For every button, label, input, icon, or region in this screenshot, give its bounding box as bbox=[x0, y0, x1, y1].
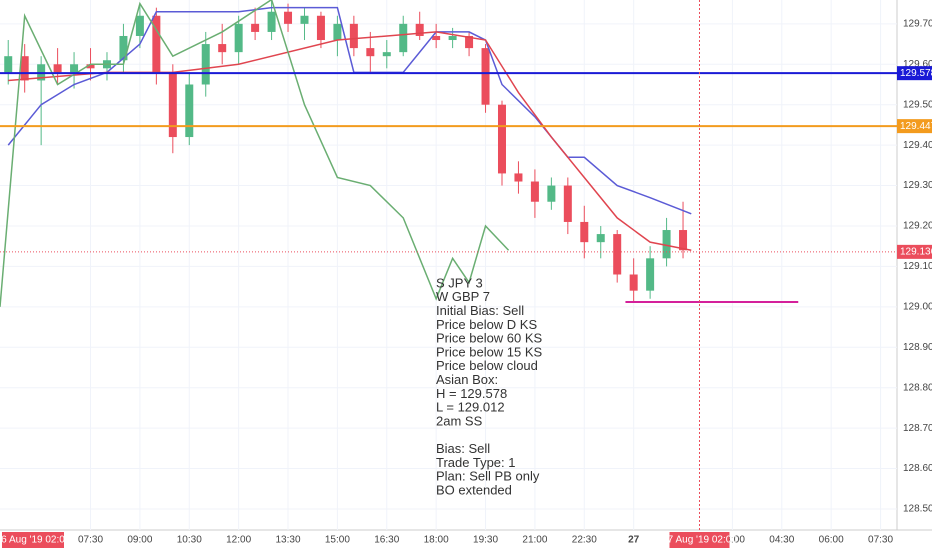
candle-body bbox=[185, 84, 194, 138]
candle-body bbox=[613, 234, 622, 275]
candle-body bbox=[70, 64, 79, 73]
y-tick-label: 128.900 bbox=[903, 342, 932, 353]
candle-body bbox=[382, 52, 391, 57]
x-tick-label: 19:30 bbox=[473, 535, 498, 546]
annotation-line: Price below 60 KS bbox=[436, 331, 543, 346]
candle-body bbox=[349, 23, 358, 49]
annotation-line: BO extended bbox=[436, 482, 512, 497]
level-label: 129.578 bbox=[900, 68, 932, 79]
candle-body bbox=[514, 173, 523, 182]
x-tick-label: 04:30 bbox=[769, 535, 794, 546]
start-tag bbox=[2, 532, 64, 548]
candle-body bbox=[629, 274, 638, 291]
annotation-line: Plan: Sell PB only bbox=[436, 469, 540, 484]
candle-body bbox=[448, 35, 457, 41]
candle-body bbox=[119, 35, 128, 61]
x-tick-label: 15:00 bbox=[325, 535, 350, 546]
x-tick-label: 10:30 bbox=[177, 535, 202, 546]
level-label: 129.447 bbox=[900, 121, 932, 132]
candle-body bbox=[316, 15, 325, 41]
candle-body bbox=[547, 185, 556, 202]
crosshair-label: 27 Aug '19 02:00 bbox=[662, 535, 737, 546]
y-tick-label: 129.500 bbox=[903, 99, 932, 110]
candle-body bbox=[481, 48, 490, 105]
y-tick-label: 128.600 bbox=[903, 463, 932, 474]
y-tick-label: 129.100 bbox=[903, 261, 932, 272]
x-tick-label: 03:00 bbox=[720, 535, 745, 546]
x-tick-label: 07:30 bbox=[868, 535, 893, 546]
level-label: 129.136 bbox=[900, 247, 932, 258]
y-tick-label: 129.400 bbox=[903, 140, 932, 151]
candle-body bbox=[333, 23, 342, 41]
candle-body bbox=[300, 15, 309, 24]
candle-body bbox=[646, 258, 655, 291]
candle-body bbox=[432, 35, 441, 41]
y-tick-label: 129.600 bbox=[903, 59, 932, 70]
candle-body bbox=[152, 15, 161, 73]
annotation-line: 2am SS bbox=[436, 413, 483, 428]
candle-body bbox=[53, 64, 62, 73]
candle-body bbox=[679, 230, 688, 251]
y-tick-label: 129.300 bbox=[903, 180, 932, 191]
x-tick-label: 22:30 bbox=[572, 535, 597, 546]
indicator-line bbox=[0, 0, 510, 307]
annotation-line: Price below cloud bbox=[436, 358, 538, 373]
annotation-line: Bias: Sell bbox=[436, 441, 490, 456]
y-tick-label: 128.700 bbox=[903, 423, 932, 434]
candle-body bbox=[201, 44, 210, 85]
annotation-line: S JPY 3 bbox=[436, 275, 483, 290]
candle-body bbox=[596, 234, 605, 243]
y-tick-label: 128.500 bbox=[903, 504, 932, 515]
annotation-line: H = 129.578 bbox=[436, 386, 507, 401]
annotation-line: Trade Type: 1 bbox=[436, 455, 516, 470]
x-tick-label: 12:00 bbox=[226, 535, 251, 546]
x-tick-label: 06:00 bbox=[819, 535, 844, 546]
annotation-line: W GBP 7 bbox=[436, 289, 490, 304]
level-tag bbox=[897, 66, 932, 81]
candle-body bbox=[234, 23, 243, 53]
y-tick-label: 128.800 bbox=[903, 382, 932, 393]
y-tick-label: 129.700 bbox=[903, 18, 932, 29]
level-tag bbox=[897, 119, 932, 134]
candle-body bbox=[284, 11, 293, 24]
candle-body bbox=[366, 48, 375, 57]
y-tick-label: 129.000 bbox=[903, 301, 932, 312]
candle-body bbox=[135, 15, 144, 36]
candle-body bbox=[399, 23, 408, 53]
candle-body bbox=[465, 35, 474, 49]
x-tick-label: 27 bbox=[628, 535, 640, 546]
candle-body bbox=[662, 230, 671, 259]
candle-body bbox=[168, 72, 177, 138]
candle-body bbox=[267, 11, 276, 32]
candle-body bbox=[218, 44, 227, 53]
candle-body bbox=[251, 23, 260, 32]
x-tick-label: 13:30 bbox=[276, 535, 301, 546]
annotation-line: L = 129.012 bbox=[436, 400, 505, 415]
start-label: 26 Aug '19 02:00 bbox=[0, 535, 71, 546]
x-tick-label: 16:30 bbox=[374, 535, 399, 546]
x-tick-label: 21:00 bbox=[522, 535, 547, 546]
crosshair-tag bbox=[669, 532, 730, 548]
annotation-line: Initial Bias: Sell bbox=[436, 303, 524, 318]
level-tag bbox=[897, 244, 932, 259]
annotation-line: Price below 15 KS bbox=[436, 344, 543, 359]
annotation-line: Asian Box: bbox=[436, 372, 498, 387]
candle-body bbox=[530, 181, 539, 202]
candle-body bbox=[86, 64, 95, 69]
x-tick-label: 07:30 bbox=[78, 535, 103, 546]
candle-body bbox=[4, 56, 13, 73]
y-tick-label: 129.200 bbox=[903, 221, 932, 232]
candle-body bbox=[563, 185, 572, 222]
candle-body bbox=[20, 56, 29, 81]
x-tick-label: 18:00 bbox=[424, 535, 449, 546]
x-tick-label: 09:00 bbox=[127, 535, 152, 546]
candle-body bbox=[580, 221, 589, 243]
candle-body bbox=[415, 23, 424, 36]
candle-body bbox=[497, 104, 506, 174]
annotation-line: Price below D KS bbox=[436, 317, 537, 332]
